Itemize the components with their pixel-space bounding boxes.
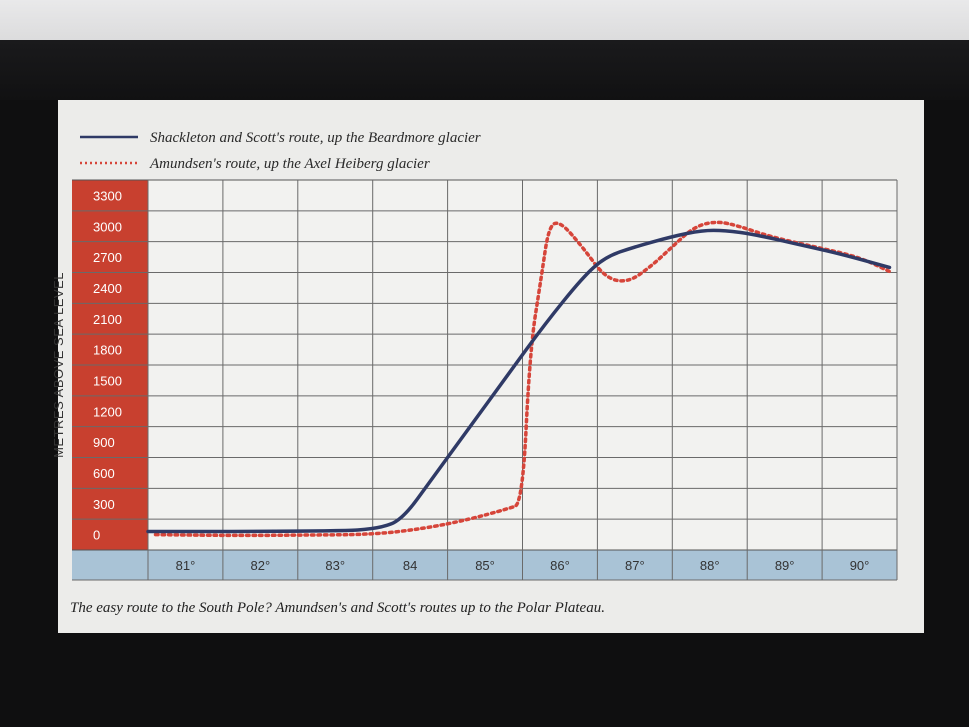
y-tick-label: 1200 (93, 404, 122, 419)
x-tick-label: 86° (550, 558, 570, 573)
legend-label-beardmore: Shackleton and Scott's route, up the Bea… (150, 130, 481, 146)
x-tick-label: 82° (251, 558, 271, 573)
y-tick-label: 3300 (93, 188, 122, 203)
x-tick-label: 90° (850, 558, 870, 573)
y-tick-labels: 3300300027002400210018001500120090060030… (93, 188, 122, 542)
x-tick-label: 85° (475, 558, 495, 573)
legend: Shackleton and Scott's route, up the Bea… (80, 130, 481, 172)
series-line-beardmore (146, 228, 892, 534)
y-tick-label: 1800 (93, 343, 122, 358)
y-tick-label: 900 (93, 435, 115, 450)
x-tick-labels: 81° 82° 83° 84 85° 86° 87° 88° 89° 90° (176, 558, 870, 573)
y-tick-label: 3000 (93, 219, 122, 234)
y-tick-label: 2100 (93, 312, 122, 327)
series-lines (146, 220, 892, 538)
x-axis-band (72, 550, 897, 580)
y-tick-label: 300 (93, 497, 115, 512)
figure-caption: The easy route to the South Pole? Amunds… (70, 600, 605, 616)
y-tick-label: 600 (93, 466, 115, 481)
x-tick-label: 81° (176, 558, 196, 573)
x-tick-label: 89° (775, 558, 795, 573)
monitor-bezel (0, 40, 969, 100)
y-tick-label: 0 (93, 528, 100, 543)
x-tick-label: 84 (403, 558, 417, 573)
x-tick-label: 87° (625, 558, 645, 573)
y-axis-label: METRES ABOVE SEA LEVEL (51, 272, 66, 458)
legend-label-axel-heiberg: Amundsen's route, up the Axel Heiberg gl… (149, 156, 430, 172)
y-tick-label: 2400 (93, 281, 122, 296)
y-tick-label: 1500 (93, 373, 122, 388)
x-tick-label: 83° (325, 558, 345, 573)
x-tick-label: 88° (700, 558, 720, 573)
screen-top-edge (0, 0, 969, 40)
series-line-axel-heiberg (153, 220, 892, 538)
y-tick-label: 2700 (93, 250, 122, 265)
gridlines (72, 179, 898, 581)
